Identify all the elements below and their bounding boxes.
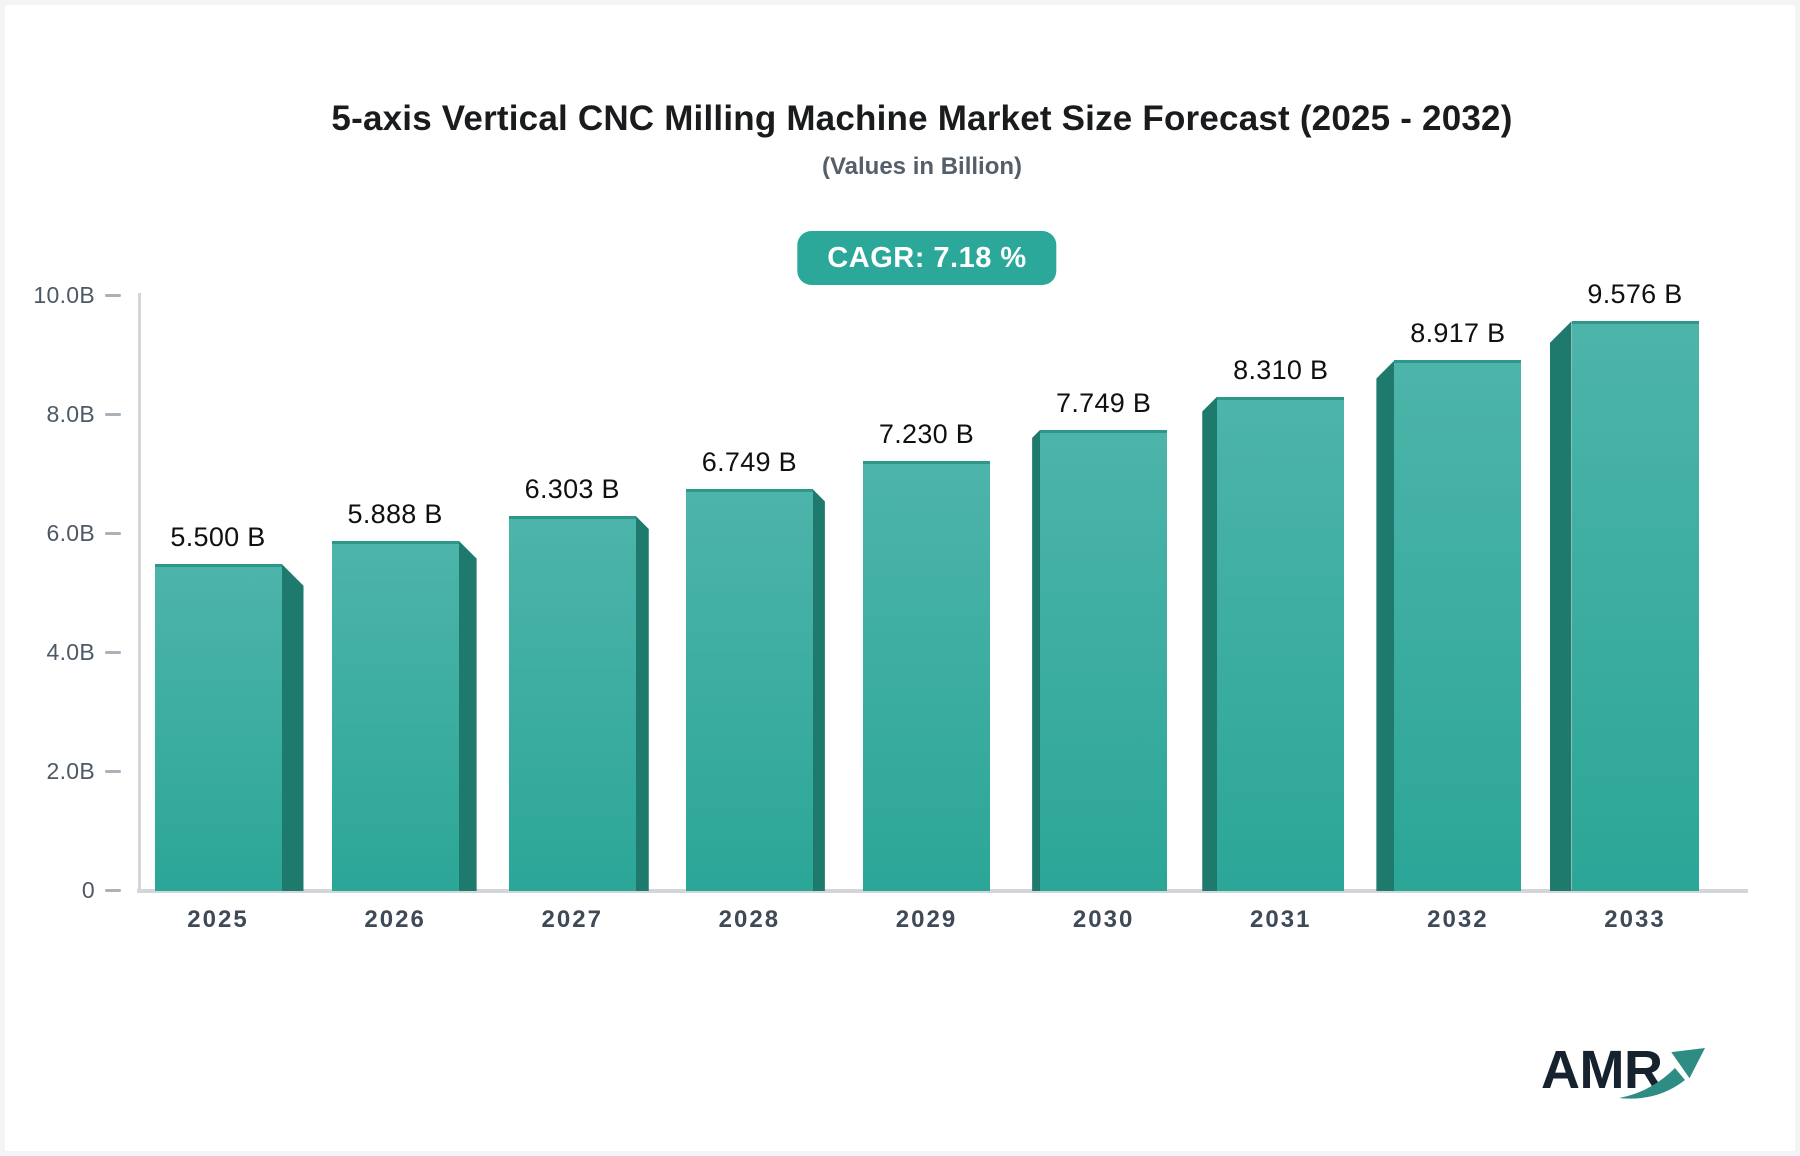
bar-side-face [1549, 321, 1572, 891]
bar-side-face [812, 489, 825, 891]
bar-2025[interactable] [154, 563, 282, 891]
bar-2031[interactable] [1217, 396, 1345, 891]
x-axis-baseline [137, 889, 1748, 893]
amr-logo-text: AMR [1541, 1040, 1663, 1100]
x-axis-label: 2029 [895, 906, 958, 933]
bar-value-label: 7.749 B [1056, 387, 1152, 418]
y-tick-mark [105, 651, 121, 654]
chart-card: 5-axis Vertical CNC Milling Machine Mark… [5, 5, 1795, 1151]
bar-value-label: 8.310 B [1233, 354, 1329, 385]
bar-2026[interactable] [331, 540, 459, 891]
y-tick-mark [105, 889, 121, 892]
bar-side-face [1376, 360, 1395, 891]
amr-logo: AMR [1541, 1040, 1721, 1117]
bar-side-face [281, 563, 304, 891]
x-axis-label: 2031 [1250, 906, 1312, 933]
bar-2033[interactable] [1571, 321, 1699, 891]
bar-2030[interactable] [1040, 429, 1168, 891]
cagr-badge: CAGR: 7.18 % [797, 231, 1057, 285]
bar-value-label: 8.917 B [1410, 318, 1506, 349]
bar-value-label: 9.576 B [1587, 279, 1683, 310]
chart-title: 5-axis Vertical CNC Milling Machine Mark… [331, 99, 1513, 138]
y-tick-mark [105, 413, 121, 416]
growth-arrow-icon [1619, 1048, 1705, 1099]
x-axis-label: 2027 [541, 906, 603, 933]
y-tick-mark [105, 294, 121, 297]
y-tick-label: 8.0B [46, 401, 95, 427]
bar-chart-plot: 0 2.0B 4.0B 6.0B 8.0B 10.0B 5.500 B 2025 5.888 B… [5, 5, 1795, 1151]
y-tick-label: 6.0B [46, 520, 95, 546]
bar-side-face [1202, 396, 1218, 891]
bar-value-label: 6.303 B [524, 473, 620, 504]
y-tick-label: 10.0B [33, 282, 95, 308]
x-axis-label: 2028 [718, 906, 781, 933]
bar-2032[interactable] [1394, 360, 1522, 891]
bar-side-face [458, 540, 477, 891]
bar-side-face [635, 515, 649, 891]
x-axis-label: 2026 [364, 906, 426, 933]
y-tick-label: 2.0B [46, 758, 95, 784]
y-tick-label: 0 [81, 877, 95, 903]
y-axis-line [138, 293, 141, 891]
x-axis-label: 2025 [187, 906, 249, 933]
chart-subtitle: (Values in Billion) [821, 153, 1023, 180]
bar-value-label: 6.749 B [701, 447, 797, 478]
y-tick-label: 4.0B [46, 639, 95, 665]
x-axis-label: 2030 [1072, 906, 1135, 933]
bar-2028[interactable] [685, 489, 813, 891]
bar-value-label: 5.888 B [347, 498, 443, 529]
y-tick-mark [105, 770, 121, 773]
y-tick-mark [105, 532, 121, 535]
bar-2027[interactable] [508, 515, 636, 891]
x-axis-label: 2032 [1427, 906, 1489, 933]
bar-value-label: 5.500 B [170, 521, 266, 552]
bar-side-face [1032, 429, 1041, 891]
bar-value-label: 7.230 B [878, 418, 975, 449]
bar-2029[interactable] [863, 460, 990, 891]
x-axis-label: 2033 [1604, 906, 1666, 933]
